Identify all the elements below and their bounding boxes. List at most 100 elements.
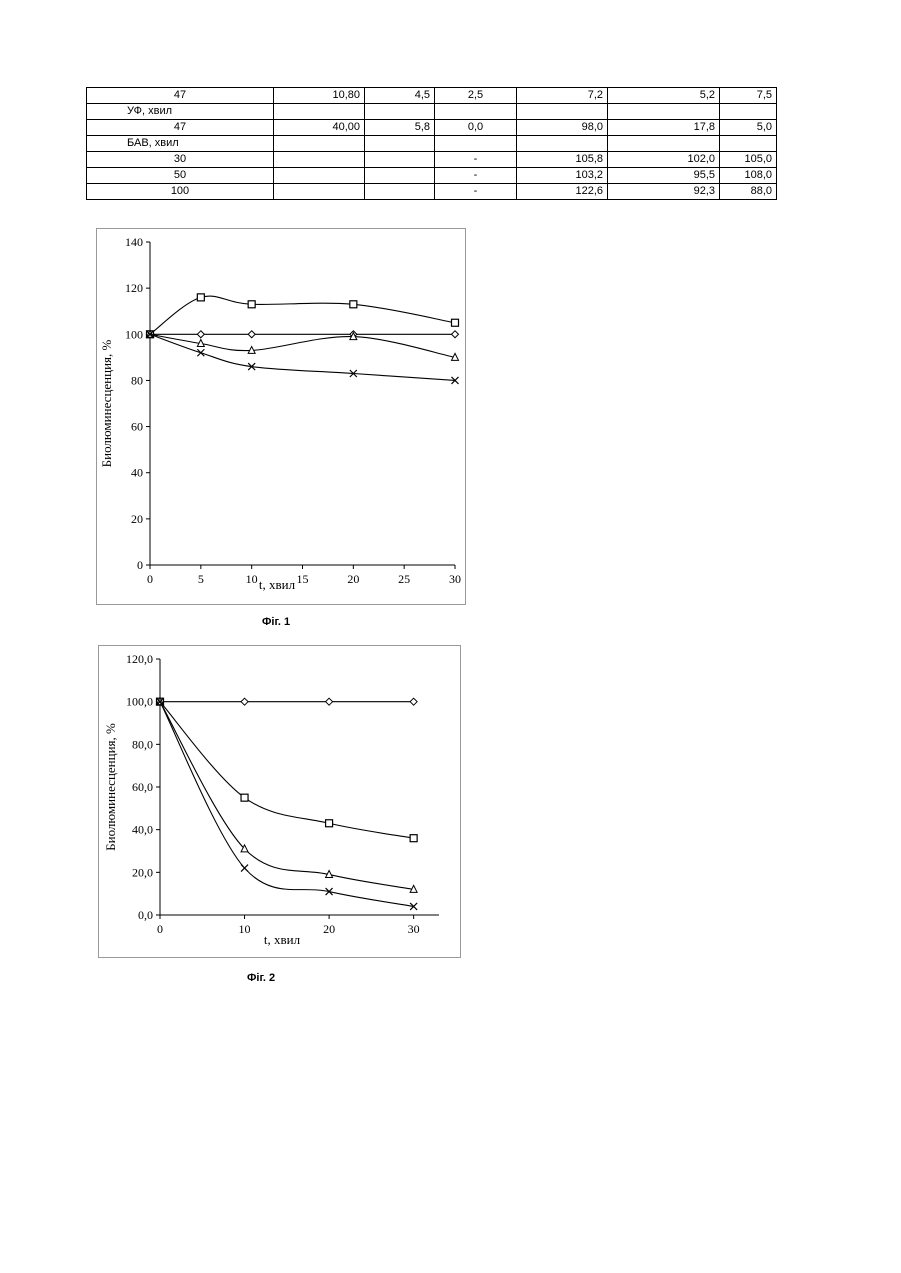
square-marker: [248, 301, 255, 308]
x-tick-label: 10: [239, 922, 251, 936]
table-cell: [365, 168, 435, 184]
square-marker: [452, 319, 459, 326]
x-tick-label: 0: [157, 922, 163, 936]
table-cell: 0,0: [435, 120, 517, 136]
table-cell: [435, 104, 517, 120]
diamond-marker: [410, 698, 417, 705]
square-marker: [350, 301, 357, 308]
series-line: [160, 702, 414, 839]
square-marker: [241, 794, 248, 801]
y-tick-label: 140: [125, 235, 143, 249]
series-line: [150, 334, 455, 357]
table-cell: 5,8: [365, 120, 435, 136]
y-tick-label: 20,0: [132, 865, 153, 879]
table-cell: 105,0: [720, 152, 777, 168]
table-cell: 7,2: [517, 88, 608, 104]
diamond-marker: [452, 331, 459, 338]
y-tick-label: 120: [125, 281, 143, 295]
table-cell: 5,2: [608, 88, 720, 104]
series-cross: [147, 331, 459, 384]
table-cell: 92,3: [608, 184, 720, 200]
y-axis-label: Биолюминесценция, %: [99, 339, 114, 467]
x-axis-label: t, хвил: [259, 577, 296, 592]
x-tick-label: 15: [297, 572, 309, 586]
table-cell: [365, 184, 435, 200]
table-cell: [608, 136, 720, 152]
table-cell: [517, 104, 608, 120]
y-tick-label: 100: [125, 327, 143, 341]
x-axis-label: t, хвил: [264, 932, 301, 947]
y-axis-label: Биолюминесценция, %: [103, 723, 118, 851]
square-marker: [197, 294, 204, 301]
table-cell: 2,5: [435, 88, 517, 104]
table-row: БАВ, хвил: [87, 136, 777, 152]
table-cell: 102,0: [608, 152, 720, 168]
table-cell: БАВ, хвил: [87, 136, 274, 152]
figure-1-caption: Фіг. 1: [262, 616, 290, 628]
figure-1-svg: 020406080100120140051015202530t, хвилБио…: [97, 229, 465, 604]
table-cell: -: [435, 168, 517, 184]
table-cell: -: [435, 152, 517, 168]
table-cell: 88,0: [720, 184, 777, 200]
table-cell: 95,5: [608, 168, 720, 184]
table-cell: 4,5: [365, 88, 435, 104]
diamond-marker: [248, 331, 255, 338]
y-tick-label: 60,0: [132, 780, 153, 794]
x-tick-label: 30: [408, 922, 420, 936]
y-tick-label: 80,0: [132, 737, 153, 751]
table-row: 100 -122,692,388,0: [87, 184, 777, 200]
table-row: 4710,804,52,57,25,27,5: [87, 88, 777, 104]
table-cell: 17,8: [608, 120, 720, 136]
table-cell: 105,8: [517, 152, 608, 168]
y-tick-label: 40,0: [132, 823, 153, 837]
table-cell: [365, 136, 435, 152]
diamond-marker: [197, 331, 204, 338]
series-triangle: [157, 698, 418, 893]
table-cell: [608, 104, 720, 120]
table-cell: 103,2: [517, 168, 608, 184]
table-cell: [365, 152, 435, 168]
diamond-marker: [241, 698, 248, 705]
figure-2-caption: Фіг. 2: [247, 972, 275, 984]
y-tick-label: 80: [131, 373, 143, 387]
table-cell: [720, 136, 777, 152]
figure-2-chart: 0,020,040,060,080,0100,0120,00102030t, х…: [98, 645, 461, 958]
x-tick-label: 0: [147, 572, 153, 586]
table-row: УФ, хвил: [87, 104, 777, 120]
series-line: [150, 296, 455, 334]
table-cell: 100: [87, 184, 274, 200]
series-line: [150, 334, 455, 380]
figure-1-chart: 020406080100120140051015202530t, хвилБио…: [96, 228, 466, 605]
table-cell: [435, 136, 517, 152]
series-diamond: [157, 698, 418, 705]
table-cell: 7,5: [720, 88, 777, 104]
square-marker: [326, 820, 333, 827]
table-cell: [274, 152, 365, 168]
data-table: 4710,804,52,57,25,27,5УФ, хвил4740,005,8…: [86, 87, 777, 200]
table-cell: 47: [87, 120, 274, 136]
table-cell: [274, 168, 365, 184]
table-cell: [365, 104, 435, 120]
table-cell: -: [435, 184, 517, 200]
square-marker: [410, 835, 417, 842]
x-tick-label: 20: [347, 572, 359, 586]
table-cell: 10,80: [274, 88, 365, 104]
table-cell: 40,00: [274, 120, 365, 136]
y-tick-label: 0,0: [138, 908, 153, 922]
table-cell: УФ, хвил: [87, 104, 274, 120]
table-cell: [274, 184, 365, 200]
series-line: [160, 702, 414, 890]
table-cell: [720, 104, 777, 120]
y-tick-label: 40: [131, 466, 143, 480]
table-cell: [274, 104, 365, 120]
x-tick-label: 25: [398, 572, 410, 586]
y-tick-label: 20: [131, 512, 143, 526]
series-cross: [157, 698, 418, 910]
table-cell: 47: [87, 88, 274, 104]
table-row: 4740,005,80,098,017,85,0: [87, 120, 777, 136]
table-cell: 108,0: [720, 168, 777, 184]
table-cell: 122,6: [517, 184, 608, 200]
x-tick-label: 30: [449, 572, 461, 586]
x-tick-label: 20: [323, 922, 335, 936]
table-cell: [274, 136, 365, 152]
